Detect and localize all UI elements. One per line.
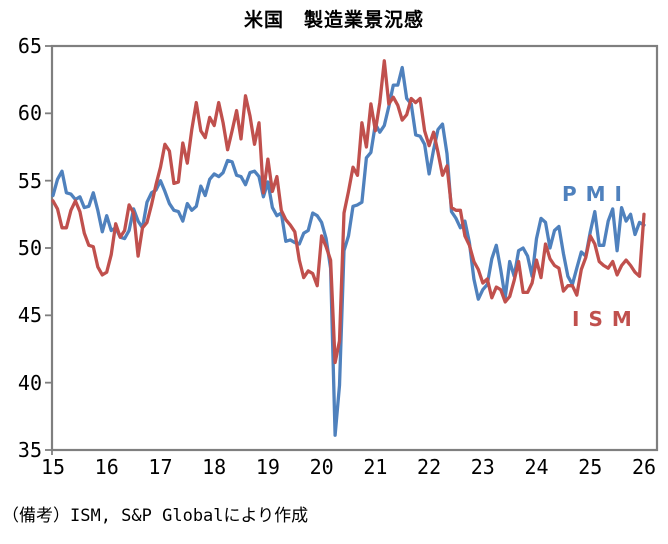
x-tick-label: 19: [255, 455, 280, 479]
y-tick-label: 65: [17, 34, 42, 58]
x-tick-label: 18: [202, 455, 227, 479]
x-tick-label: 24: [524, 455, 549, 479]
y-tick-label: 60: [17, 101, 42, 126]
y-tick-label: 55: [17, 168, 42, 193]
series-line-ism: [51, 59, 646, 365]
source-note: （備考）ISM, S&P Globalにより作成: [2, 506, 309, 526]
x-tick-label: 26: [631, 455, 657, 479]
y-tick-label: 50: [17, 236, 42, 260]
plot-border: [50, 44, 659, 452]
chart-title: 米国 製造業景況感: [243, 9, 424, 31]
x-tick-label: 22: [417, 455, 442, 479]
x-tick-label: 15: [40, 455, 66, 479]
legend-label-pmi: PMI: [562, 182, 632, 206]
y-tick-label: 35: [17, 438, 42, 462]
x-tick-label: 25: [578, 455, 603, 479]
series-line-pmi: [51, 65, 646, 437]
x-tick-label: 23: [470, 455, 495, 479]
legend-label-ism: ISM: [572, 307, 641, 331]
x-tick-label: 17: [148, 455, 173, 479]
x-tick-label: 20: [309, 455, 334, 479]
x-tick-label: 21: [363, 455, 388, 479]
x-tick-label: 16: [94, 455, 119, 479]
y-tick-label: 45: [17, 303, 42, 328]
y-tick-label: 40: [17, 370, 42, 395]
